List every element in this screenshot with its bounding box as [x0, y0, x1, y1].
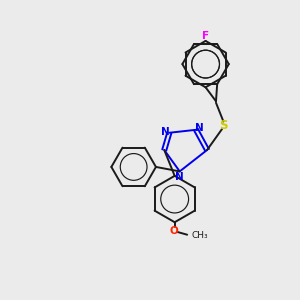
- Text: F: F: [202, 31, 209, 40]
- Text: N: N: [175, 172, 184, 182]
- Text: N: N: [161, 128, 170, 137]
- Text: O: O: [170, 226, 178, 236]
- Text: N: N: [195, 123, 204, 133]
- Text: CH₃: CH₃: [192, 230, 208, 239]
- Text: S: S: [219, 119, 228, 132]
